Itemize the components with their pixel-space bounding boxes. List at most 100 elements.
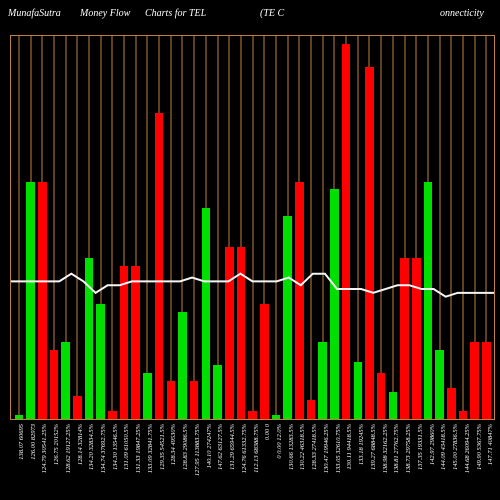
title-seg3: Charts for TEL: [145, 8, 206, 19]
grid-line: [77, 36, 78, 419]
bar-up: [424, 182, 433, 419]
bar-down: [459, 411, 468, 419]
bar-slot: [142, 36, 153, 419]
x-label-slot: 147.71 40847%: [482, 422, 493, 500]
bar-up: [96, 304, 105, 419]
bar-slot: [95, 36, 106, 419]
bar-down: [400, 258, 409, 419]
grid-line: [194, 36, 195, 419]
bar-slot: [130, 36, 141, 419]
x-label-slot: 149.90 5367.75%: [470, 422, 481, 500]
bar-up: [330, 189, 339, 419]
x-label-slot: 133.18 19245%: [353, 422, 364, 500]
bar-slot: [423, 36, 434, 419]
bar-slot: [481, 36, 492, 419]
bar-up: [389, 392, 398, 419]
bar-down: [447, 388, 456, 419]
bar-down: [248, 411, 257, 419]
x-label-slot: 134.20 32834.5%: [83, 422, 94, 500]
x-label-slot: 130.22 46318.5%: [294, 422, 305, 500]
bar-slot: [236, 36, 247, 419]
bar-up: [213, 365, 222, 419]
bar-slot: [201, 36, 212, 419]
bar-slot: [60, 36, 71, 419]
bar-down: [120, 266, 129, 419]
x-label-slot: 128.33 27418.5%: [306, 422, 317, 500]
bar-slot: [107, 36, 118, 419]
title-seg5: onnecticity: [440, 8, 484, 19]
x-label-slot: 140.10 274247%: [200, 422, 211, 500]
grid-line: [311, 36, 312, 419]
bar-up: [26, 182, 35, 419]
bar-slot: [212, 36, 223, 419]
bar-down: [190, 381, 199, 419]
x-label-slot: 139.27 68848.5%: [365, 422, 376, 500]
bar-down: [260, 304, 269, 419]
grid-line: [147, 36, 148, 419]
bar-slot: [411, 36, 422, 419]
bar-slot: [352, 36, 363, 419]
bar-slot: [14, 36, 25, 419]
bar-slot: [294, 36, 305, 419]
x-label-slot: 124.76 61332.75%: [235, 422, 246, 500]
bar-slot: [376, 36, 387, 419]
grid-line: [462, 36, 463, 419]
bar-slot: [165, 36, 176, 419]
bar-down: [412, 258, 421, 419]
bar-down: [167, 381, 176, 419]
x-label-slot: 128.62 19127.25%: [59, 422, 70, 500]
bar-slot: [469, 36, 480, 419]
x-label-slot: 144.68 26094.25%: [458, 422, 469, 500]
x-label-slot: 128.34 49530%: [165, 422, 176, 500]
x-label-slot: 131.29 65944.5%: [224, 422, 235, 500]
title-seg1: MunafaSutra: [8, 8, 61, 19]
grid-line: [217, 36, 218, 419]
x-label-slot: 131.33 19847.25%: [130, 422, 141, 500]
bar-up: [202, 208, 211, 419]
grid-line: [451, 36, 452, 419]
chart-container: MunafaSutra Money Flow Charts for TEL (T…: [0, 0, 500, 500]
x-label-slot: 145.00 27836.5%: [447, 422, 458, 500]
x-label: 147.71 40847%: [487, 424, 494, 465]
bar-slot: [177, 36, 188, 419]
title-seg4: (TE C: [260, 8, 284, 19]
bar-down: [342, 44, 351, 419]
x-label-slot: 137.35 19331.5%: [411, 422, 422, 500]
x-label-slot: 0 0.00 12.0%: [271, 422, 282, 500]
x-label-slot: 128.14 32814%: [71, 422, 82, 500]
bar-down: [225, 247, 234, 419]
bar-up: [15, 415, 24, 419]
bar-down: [131, 266, 140, 419]
bar-slot: [189, 36, 200, 419]
bar-up: [178, 312, 187, 419]
x-label-slot: 138.98 32162.25%: [376, 422, 387, 500]
bar-down: [50, 350, 59, 419]
bar-slot: [306, 36, 317, 419]
x-label-slot: 0.00 0: [259, 422, 270, 500]
chart-title: MunafaSutra Money Flow Charts for TEL (T…: [0, 8, 500, 28]
bar-down: [470, 342, 479, 419]
x-label-slot: 134.74 37692.75%: [95, 422, 106, 500]
x-label-slot: 127.95 113883.75%: [189, 422, 200, 500]
grid-line: [252, 36, 253, 419]
x-label-slot: 147.62 63127.5%: [212, 422, 223, 500]
x-label-slot: 126.00 82973: [24, 422, 35, 500]
bar-up: [143, 373, 152, 419]
x-label-slot: 133.05 32610.75%: [329, 422, 340, 500]
bar-slot: [271, 36, 282, 419]
x-label-slot: 130.66 13283.5%: [282, 422, 293, 500]
x-label-slot: 142.97 29860%: [423, 422, 434, 500]
bar-slot: [434, 36, 445, 419]
x-label-slot: 133.09 32841.75%: [142, 422, 153, 500]
bar-slot: [446, 36, 457, 419]
bar-slot: [388, 36, 399, 419]
x-label-slot: 138.73 29758.25%: [400, 422, 411, 500]
bar-slot: [282, 36, 293, 419]
x-label-slot: 134.30 13546.5%: [106, 422, 117, 500]
bar-slot: [317, 36, 328, 419]
bar-down: [237, 247, 246, 419]
grid-line: [275, 36, 276, 419]
bar-slot: [84, 36, 95, 419]
bar-down: [377, 373, 386, 419]
bar-up: [61, 342, 70, 419]
